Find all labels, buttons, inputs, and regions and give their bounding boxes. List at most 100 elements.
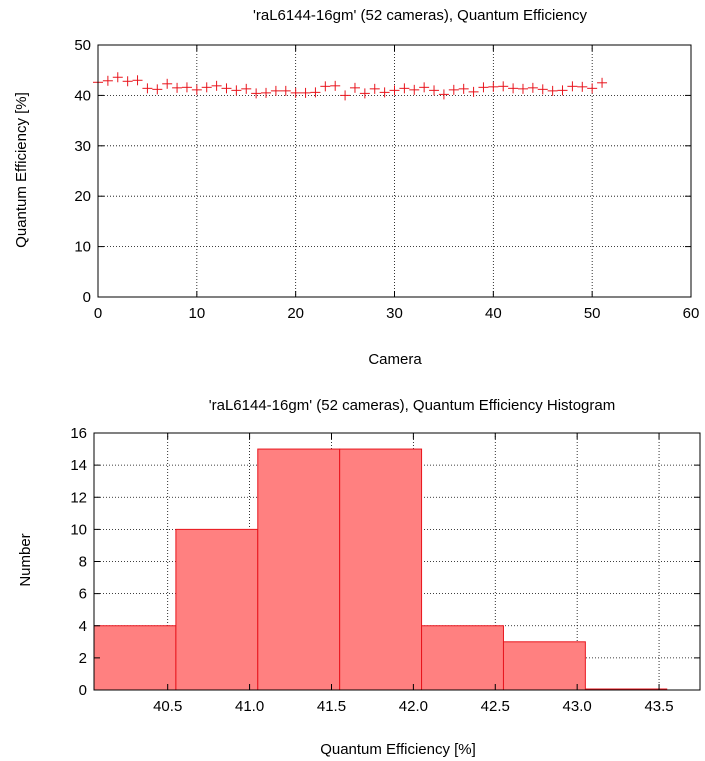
chart2-y-axis-label: Number	[17, 533, 34, 586]
chart1-x-tick-label: 0	[94, 305, 102, 322]
chart1-data-point	[280, 85, 291, 96]
chart1-data-point	[270, 85, 281, 96]
chart1-data-point	[567, 81, 578, 92]
chart1-data-point	[142, 83, 153, 94]
chart2-y-ticks: 0 2 4 6 8 10 12 14 16	[70, 425, 700, 699]
qe-scatter-chart: 'raL6144-16gm' (52 cameras), Quantum Eff…	[13, 7, 699, 368]
chart1-y-tick-label: 10	[74, 239, 91, 256]
chart1-data-point	[468, 86, 479, 97]
chart1-y-axis-label: Quantum Efficiency [%]	[13, 92, 30, 248]
chart1-data-point	[597, 77, 608, 88]
chart1-data-point	[527, 82, 538, 93]
chart1-data-point	[112, 72, 123, 83]
chart1-data-point	[330, 80, 341, 91]
chart1-data-point	[488, 81, 499, 92]
chart1-data-point	[448, 84, 459, 95]
chart1-x-tick-label: 50	[584, 305, 601, 322]
chart1-data-point	[241, 83, 252, 94]
chart1-data-point	[172, 82, 183, 93]
chart2-y-tick-label: 14	[70, 457, 87, 474]
chart1-title: 'raL6144-16gm' (52 cameras), Quantum Eff…	[253, 7, 587, 24]
chart1-data-point	[340, 90, 351, 101]
chart1-data-point	[399, 83, 410, 94]
chart1-data-point	[557, 85, 568, 96]
chart1-data-point	[300, 87, 311, 98]
chart1-data-point	[587, 83, 598, 94]
chart2-x-tick-label: 42.5	[481, 698, 510, 715]
qe-histogram-chart: 'raL6144-16gm' (52 cameras), Quantum Eff…	[17, 397, 701, 758]
chart1-data-point	[152, 84, 163, 95]
chart1-data-point	[478, 82, 489, 93]
chart1-x-tick-label: 40	[485, 305, 502, 322]
chart1-data-point	[458, 83, 469, 94]
chart1-data-point	[577, 81, 588, 92]
chart1-plot-frame	[97, 44, 692, 298]
chart2-y-tick-label: 12	[70, 489, 87, 506]
chart2-x-tick-label: 42.0	[399, 698, 428, 715]
chart1-data-point	[369, 83, 380, 94]
chart2-y-tick-label: 6	[79, 586, 87, 603]
chart1-data-point	[438, 89, 449, 100]
chart1-data-point	[310, 87, 321, 98]
chart2-x-tick-label: 43.5	[644, 698, 673, 715]
chart1-data-point	[290, 87, 301, 98]
chart2-bar	[502, 641, 586, 691]
chart2-x-axis-label: Quantum Efficiency [%]	[320, 741, 476, 758]
chart1-data-point	[409, 84, 420, 95]
chart2-x-tick-label: 41.5	[317, 698, 346, 715]
chart2-y-tick-label: 4	[79, 618, 87, 635]
chart1-y-tick-label: 0	[83, 289, 91, 306]
chart2-y-tick-label: 8	[79, 554, 87, 571]
chart2-bar	[339, 448, 423, 691]
chart1-data-point	[132, 75, 143, 86]
chart1-x-ticks: 0 10 20 30 40 50 60	[94, 45, 700, 322]
chart1-data-point	[211, 80, 222, 91]
chart1-data-point	[102, 75, 113, 86]
chart1-data-point	[537, 84, 548, 95]
chart2-y-tick-label: 0	[79, 682, 87, 699]
chart2-y-tick-label: 10	[70, 521, 87, 538]
chart2-title: 'raL6144-16gm' (52 cameras), Quantum Eff…	[209, 397, 615, 414]
chart2-bars	[93, 448, 668, 691]
chart1-data-point	[201, 82, 212, 93]
chart2-x-tick-label: 43.0	[563, 698, 592, 715]
chart1-data-point	[517, 83, 528, 94]
chart1-x-tick-label: 30	[386, 305, 403, 322]
chart1-data-point	[221, 83, 232, 94]
chart1-data-point	[547, 85, 558, 96]
chart1-data-point	[359, 88, 370, 99]
chart2-bar	[175, 528, 259, 691]
chart1-data-point	[122, 76, 133, 87]
chart1-data-point	[181, 82, 192, 93]
chart1-x-axis-label: Camera	[368, 351, 422, 368]
chart1-data-point	[320, 81, 331, 92]
chart1-data-point	[508, 83, 519, 94]
chart2-plot-frame	[93, 432, 701, 691]
chart1-data-point	[231, 85, 242, 96]
chart1-data-points	[93, 72, 608, 101]
chart1-y-tick-label: 30	[74, 138, 91, 155]
chart1-x-tick-label: 10	[188, 305, 205, 322]
chart1-x-tick-label: 20	[287, 305, 304, 322]
chart1-data-point	[429, 85, 440, 96]
chart2-bar	[93, 625, 177, 691]
chart2-bar	[257, 448, 341, 691]
chart2-y-tick-label: 2	[79, 650, 87, 667]
chart2-bar	[421, 625, 504, 691]
chart1-data-point	[261, 87, 272, 98]
chart1-y-tick-label: 40	[74, 87, 91, 104]
chart1-y-ticks: 0 10 20 30 40 50	[74, 37, 691, 306]
chart1-data-point	[389, 85, 400, 96]
chart1-data-point	[251, 88, 262, 99]
chart1-data-point	[379, 87, 390, 98]
chart2-y-tick-label: 16	[70, 425, 87, 442]
chart1-x-tick-label: 60	[683, 305, 700, 322]
chart1-y-tick-label: 20	[74, 188, 91, 205]
chart1-data-point	[419, 82, 430, 93]
chart1-data-point	[162, 78, 173, 89]
chart2-x-ticks: 40.5 41.0 41.5 42.0 42.5 43.0 43.5	[153, 433, 674, 715]
chart2-x-tick-label: 41.0	[235, 698, 264, 715]
chart1-data-point	[498, 81, 509, 92]
chart1-y-tick-label: 50	[74, 37, 91, 54]
